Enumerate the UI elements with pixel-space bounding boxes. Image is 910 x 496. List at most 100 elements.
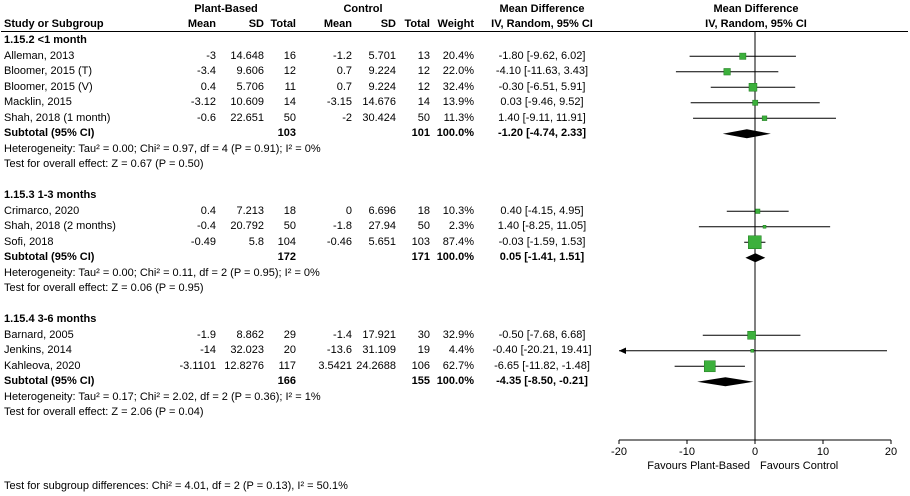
cell-mean2: 0.7 [336, 80, 352, 93]
study-label: Bloomer, 2015 (V) [4, 80, 93, 93]
cell-n1: 18 [283, 204, 296, 217]
study-row: Shah, 2018 (2 months) -0.4 20.792 50 -1.8 27.… [0, 219, 910, 235]
study-row: Jenkins, 2014 -14 32.023 20 -13.6 31.109 19 4.4… [0, 343, 910, 359]
header-group-row: Plant-Based Control Mean Difference Mean… [0, 2, 910, 18]
cell-n1: 12 [283, 65, 296, 77]
axis-tick-label: 0 [752, 446, 758, 458]
cell-n2: 18 [417, 204, 430, 217]
study-label: Macklin, 2015 [4, 96, 72, 108]
cell-mean2: -2 [342, 111, 352, 124]
cell-weight: 20.4% [442, 49, 474, 62]
cell-weight: 2.3% [448, 220, 474, 232]
subtotal-label: Subtotal (95% CI) [4, 251, 95, 263]
cell-weight: 62.7% [442, 359, 474, 372]
col-header-total1: Total [270, 18, 296, 30]
subgroup-title-row: 1.15.4 3-6 months [0, 312, 910, 328]
subtotal-total2: 171 [411, 251, 430, 263]
cell-sd1: 32.023 [230, 344, 264, 356]
cell-sd1: 9.606 [236, 65, 264, 77]
cell-mean2: -0.46 [326, 235, 352, 248]
cell-mean1: -0.6 [197, 111, 216, 124]
col-header-weight: Weight [437, 18, 474, 30]
cell-n1: 14 [283, 96, 296, 108]
overall-effect-text: Test for overall effect: Z = 0.67 (P = 0… [4, 158, 204, 170]
cell-ci: 0.03 [-9.46, 9.52] [500, 96, 584, 108]
subtotal-total2: 155 [411, 375, 430, 387]
md-text-column-title: Mean Difference [499, 3, 585, 15]
cell-sd2: 17.921 [362, 328, 396, 341]
study-label: Sofi, 2018 [4, 235, 54, 248]
cell-sd1: 14.648 [230, 49, 264, 62]
subtotal-ci: -4.35 [-8.50, -0.21] [496, 375, 588, 387]
cell-n1: 50 [283, 220, 296, 232]
cell-sd1: 8.862 [236, 328, 264, 341]
study-label: Bloomer, 2015 (T) [4, 65, 93, 77]
study-row: Alleman, 2013 -3 14.648 16 -1.2 5.701 13 20.4% -… [0, 49, 910, 65]
subgroup-title: 1.15.3 1-3 months [4, 189, 97, 201]
subtotal-total1: 103 [277, 127, 296, 139]
cell-n2: 13 [417, 49, 430, 62]
col-header-sd1: SD [248, 18, 264, 30]
cell-sd2: 27.94 [368, 220, 396, 232]
overall-effect-row: Test for overall effect: Z = 2.06 (P = 0… [0, 405, 910, 421]
cell-ci: -0.03 [-1.59, 1.53] [498, 235, 586, 248]
cell-sd2: 9.224 [368, 65, 396, 77]
cell-ci: -4.10 [-11.63, 3.43] [495, 65, 589, 77]
cell-n1: 104 [277, 235, 296, 248]
cell-sd2: 6.696 [368, 204, 396, 217]
study-row: Macklin, 2015 -3.12 10.609 14 -3.15 14.676 14 1… [0, 95, 910, 111]
heterogeneity-row: Heterogeneity: Tau² = 0.00; Chi² = 0.97,… [0, 142, 910, 158]
study-row: Bloomer, 2015 (V) 0.4 5.706 11 0.7 9.224 12 32.… [0, 80, 910, 96]
overall-effect-text: Test for overall effect: Z = 0.06 (P = 0… [4, 282, 204, 294]
cell-weight: 32.4% [442, 80, 474, 93]
cell-mean2: -13.6 [326, 344, 352, 356]
cell-ci: 1.40 [-8.25, 11.05] [497, 220, 587, 232]
cell-n1: 20 [283, 344, 296, 356]
overall-effect-row: Test for overall effect: Z = 0.67 (P = 0… [0, 157, 910, 173]
cell-n2: 19 [417, 344, 430, 356]
subgroup-title-row: 1.15.3 1-3 months [0, 188, 910, 204]
cell-ci: -0.30 [-6.51, 5.91] [498, 80, 586, 93]
cell-weight: 22.0% [442, 65, 474, 77]
subtotal-label: Subtotal (95% CI) [4, 375, 95, 387]
cell-sd2: 14.676 [362, 96, 396, 108]
col-header-sd2: SD [380, 18, 396, 30]
study-row: Sofi, 2018 -0.49 5.8 104 -0.46 5.651 103 87.4% -… [0, 235, 910, 251]
cell-mean2: 3.5421 [318, 359, 352, 372]
subtotal-weight: 100.0% [436, 127, 474, 139]
subgroup-title: 1.15.4 3-6 months [4, 313, 97, 325]
col-header-mean2: Mean [323, 18, 352, 30]
cell-mean2: -3.15 [326, 96, 352, 108]
favours-right-label: Favours Control [760, 460, 838, 472]
heterogeneity-row: Heterogeneity: Tau² = 0.17; Chi² = 2.02,… [0, 390, 910, 406]
subtotal-row: Subtotal (95% CI) 166 155 100.0% -4.35 [-8.5… [0, 374, 910, 390]
subtotal-total1: 166 [277, 375, 296, 387]
cell-mean2: -1.8 [333, 220, 352, 232]
col-header-mean1: Mean [187, 18, 216, 30]
cell-ci: -6.65 [-11.82, -1.48] [494, 359, 590, 372]
cell-weight: 13.9% [442, 96, 474, 108]
cell-ci: -0.40 [-20.21, 19.41] [492, 344, 592, 356]
study-label: Barnard, 2005 [4, 328, 74, 341]
cell-mean1: -3.1101 [179, 359, 217, 372]
col-header-total2: Total [404, 18, 430, 30]
cell-sd1: 22.651 [230, 111, 264, 124]
cell-mean2: 0 [345, 204, 352, 217]
study-row: Kahleova, 2020 -3.1101 12.8276 117 3.5421 24.… [0, 359, 910, 375]
study-label: Crimarco, 2020 [4, 204, 80, 217]
cell-mean1: -0.4 [197, 220, 216, 232]
subgroup-difference-test: Test for subgroup differences: Chi² = 4.… [4, 480, 348, 492]
col-header-md-ci: IV, Random, 95% CI [491, 18, 593, 30]
axis-tick-label: 10 [817, 446, 829, 458]
cell-sd2: 31.109 [362, 344, 396, 356]
subtotal-label: Subtotal (95% CI) [4, 127, 95, 139]
cell-sd1: 20.792 [230, 220, 264, 232]
favours-left-label: Favours Plant-Based [647, 460, 750, 472]
cell-mean2: -1.4 [333, 328, 352, 341]
cell-mean2: -1.2 [333, 49, 352, 62]
study-label: Shah, 2018 (1 month) [4, 111, 111, 124]
cell-n2: 30 [417, 328, 430, 341]
subtotal-total1: 172 [277, 251, 296, 263]
subtotal-ci: 0.05 [-1.41, 1.51] [499, 251, 585, 263]
axis-tick-label: 20 [885, 446, 897, 458]
